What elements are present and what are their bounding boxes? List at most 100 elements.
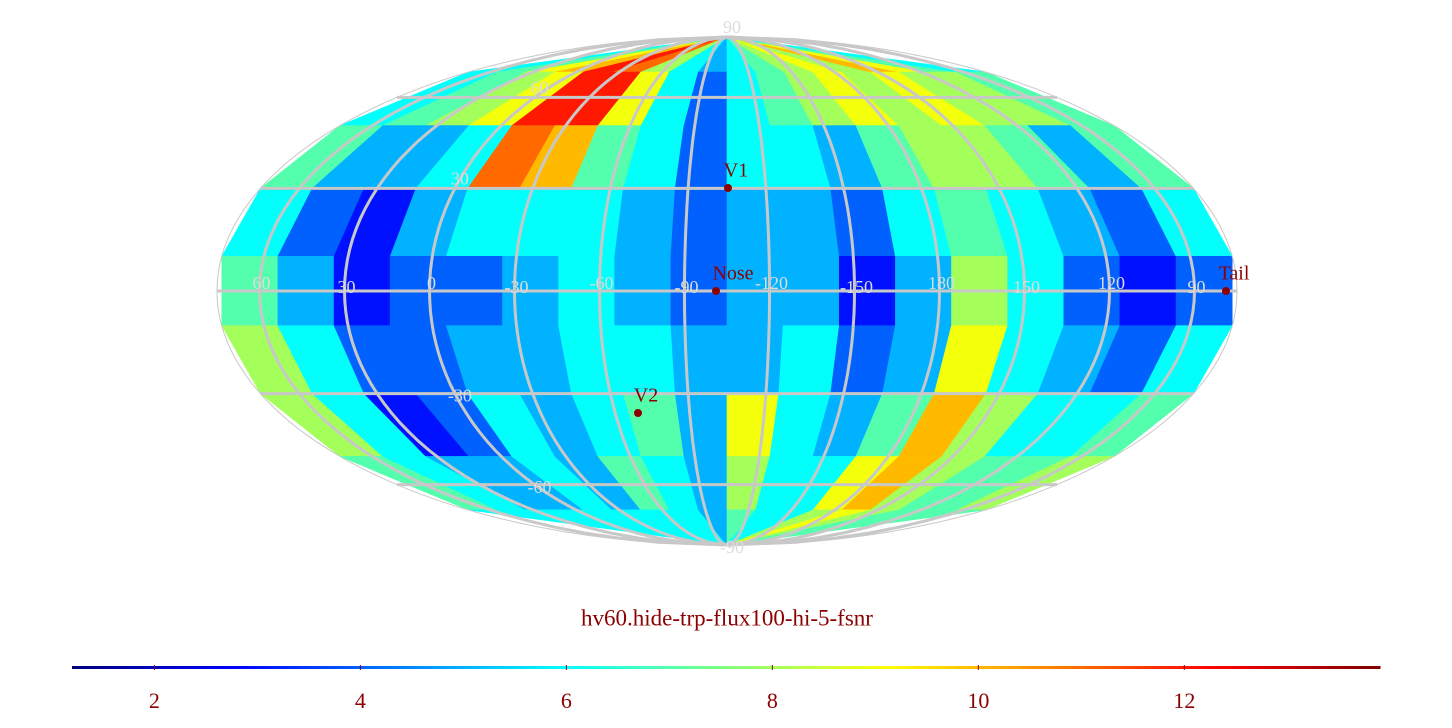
colorbar-segment xyxy=(1249,666,1257,669)
colorbar-segment xyxy=(137,666,145,669)
colorbar-segment xyxy=(183,666,191,669)
colorbar-segment xyxy=(477,666,485,669)
colorbar-segment xyxy=(425,666,433,669)
colorbar-segment xyxy=(346,666,354,669)
marker-label: Tail xyxy=(1219,263,1250,285)
colorbar-segment xyxy=(444,666,452,669)
colorbar-segment xyxy=(431,666,439,669)
colorbar-segment xyxy=(209,666,217,669)
colorbar-segment xyxy=(817,666,825,669)
colorbar-segment xyxy=(1366,666,1374,669)
colorbar-segment xyxy=(111,666,119,669)
lat-label: -60 xyxy=(527,477,551,497)
colorbar-segment xyxy=(1294,666,1303,669)
colorbar-segment xyxy=(647,666,655,669)
colorbar-segment xyxy=(1085,666,1093,669)
colorbar-segment xyxy=(1053,666,1061,669)
lon-label: -120 xyxy=(755,273,788,293)
colorbar-segment xyxy=(1170,666,1178,669)
colorbar-segment xyxy=(1072,666,1080,669)
colorbar-segment xyxy=(712,666,720,669)
colorbar-segment xyxy=(882,666,890,669)
colorbar-segment xyxy=(863,666,871,669)
colorbar-segment xyxy=(706,666,714,669)
map-cell xyxy=(668,509,728,545)
colorbar-segment xyxy=(1196,666,1204,669)
colorbar-segment xyxy=(614,666,622,669)
colorbar-segment xyxy=(1223,666,1231,669)
colorbar-segment xyxy=(130,666,138,669)
colorbar-segment xyxy=(457,666,465,669)
colorbar-segment xyxy=(654,666,662,669)
colorbar-segment xyxy=(752,666,760,669)
marker-label: V1 xyxy=(724,160,748,182)
colorbar-segment xyxy=(739,666,747,669)
colorbar-segment xyxy=(1255,666,1263,669)
colorbar-segment xyxy=(922,666,930,669)
colorbar-segment xyxy=(333,666,341,669)
colorbar-segment xyxy=(804,666,812,669)
lon-label: 150 xyxy=(1013,277,1040,297)
colorbar-segment xyxy=(1308,666,1316,669)
colorbar-segment xyxy=(640,666,649,669)
colorbar-segment xyxy=(497,666,505,669)
colorbar-segment xyxy=(196,666,204,669)
colorbar-segment xyxy=(824,666,832,669)
colorbar-segment xyxy=(1164,666,1172,669)
colorbar-segment xyxy=(981,666,989,669)
colorbar-segment xyxy=(85,666,93,669)
colorbar-segment xyxy=(170,666,178,669)
map-cell xyxy=(614,325,676,394)
colorbar-segment xyxy=(1327,666,1335,669)
colorbar-segment xyxy=(1229,666,1237,669)
colorbar-label: 8 xyxy=(767,688,778,713)
colorbar-segment xyxy=(255,666,263,669)
colorbar-segment xyxy=(935,666,943,669)
colorbar-segment xyxy=(699,666,707,669)
colorbar-segment xyxy=(117,666,125,669)
lat-label: 90 xyxy=(723,17,741,37)
colorbar-segment xyxy=(948,666,956,669)
colorbar-segment xyxy=(98,666,106,669)
colorbar-segment xyxy=(189,666,197,669)
colorbar-segment xyxy=(242,666,250,669)
colorbar-segment xyxy=(909,666,917,669)
colorbar-segment xyxy=(778,666,786,669)
colorbar-segment xyxy=(470,666,478,669)
map-cell xyxy=(778,325,840,394)
colorbar-segment xyxy=(72,666,80,669)
colorbar-segment xyxy=(856,666,864,669)
lon-label: -90 xyxy=(675,277,699,297)
colorbar-segment xyxy=(889,666,897,669)
colorbar-segment xyxy=(771,666,779,669)
colorbar-segment xyxy=(549,666,557,669)
marker-label: V2 xyxy=(634,385,658,407)
map-cell xyxy=(670,325,728,394)
colorbar-segment xyxy=(1026,666,1034,669)
colorbar-segment xyxy=(91,666,99,669)
colorbar-label: 2 xyxy=(149,688,160,713)
colorbar-segment xyxy=(412,666,420,669)
colorbar-segment xyxy=(451,666,459,669)
colorbar-segment xyxy=(228,666,236,669)
colorbar-segment xyxy=(327,666,335,669)
colorbar-segment xyxy=(673,666,681,669)
colorbar-segment xyxy=(686,666,694,669)
map-cell xyxy=(674,125,728,189)
colorbar-segment xyxy=(961,666,969,669)
colorbar-segment xyxy=(1138,666,1146,669)
colorbar-segment xyxy=(1157,666,1165,669)
marker-label: Nose xyxy=(712,263,753,285)
lon-label: 120 xyxy=(1098,273,1125,293)
marker-dot xyxy=(724,184,732,192)
colorbar-segment xyxy=(340,666,348,669)
colorbar-segment xyxy=(516,666,524,669)
colorbar-segment xyxy=(418,666,426,669)
colorbar-segment xyxy=(1353,666,1361,669)
marker-dot xyxy=(634,409,642,417)
colorbar-segment xyxy=(837,666,845,669)
lat-label: 60 xyxy=(530,77,548,97)
colorbar-segment xyxy=(143,666,151,669)
colorbar-segment xyxy=(1203,666,1211,669)
colorbar-segment xyxy=(1079,666,1087,669)
